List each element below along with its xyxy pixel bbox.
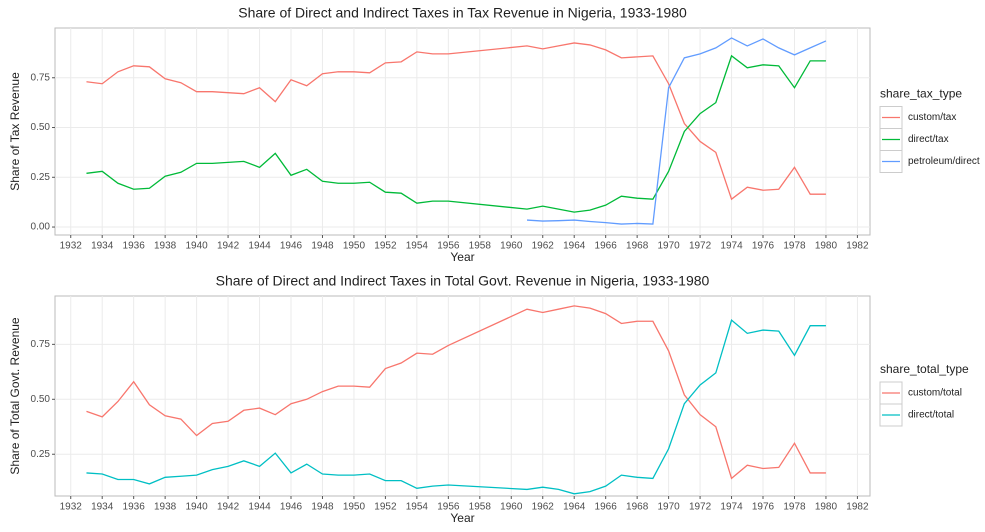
x-tick-label: 1952	[374, 241, 397, 252]
x-tick-label: 1976	[752, 241, 775, 252]
x-tick-label: 1956	[437, 502, 460, 513]
legend-label: direct/tax	[908, 134, 949, 145]
x-tick-label: 1956	[437, 241, 460, 252]
y-tick-label: 0.25	[31, 449, 51, 460]
x-tick-label: 1964	[563, 241, 586, 252]
x-tick-label: 1954	[406, 502, 429, 513]
x-tick-label: 1940	[185, 241, 208, 252]
x-axis-title: Year	[450, 250, 474, 264]
x-tick-label: 1972	[689, 502, 712, 513]
x-tick-label: 1940	[185, 502, 208, 513]
x-tick-label: 1958	[469, 502, 492, 513]
line-series	[86, 42, 826, 201]
plot-panel	[54, 27, 871, 236]
x-tick-label: 1936	[123, 241, 146, 252]
x-tick-label: 1952	[374, 502, 397, 513]
x-tick-label: 1960	[500, 241, 523, 252]
y-tick-label: 0.25	[31, 172, 51, 183]
legend-label: custom/total	[908, 388, 962, 399]
legend-label: direct/total	[908, 410, 954, 421]
legend-label: petroleum/direct	[908, 156, 980, 167]
x-tick-label: 1982	[846, 502, 869, 513]
x-tick-label: 1932	[60, 502, 83, 513]
x-axis-title: Year	[450, 511, 474, 525]
legend-title: share_total_type	[880, 362, 969, 376]
x-tick-label: 1948	[311, 502, 334, 513]
x-tick-label: 1944	[248, 502, 271, 513]
x-tick-label: 1946	[280, 241, 303, 252]
x-tick-label: 1964	[563, 502, 586, 513]
x-tick-label: 1938	[154, 241, 177, 252]
x-tick-label: 1978	[783, 241, 806, 252]
x-tick-label: 1962	[532, 241, 555, 252]
x-tick-label: 1966	[595, 241, 618, 252]
x-tick-label: 1966	[595, 502, 618, 513]
x-tick-label: 1968	[626, 502, 649, 513]
x-tick-label: 1932	[60, 241, 83, 252]
chart-title: Share of Direct and Indirect Taxes in Ta…	[238, 5, 687, 21]
legend-title: share_tax_type	[880, 87, 962, 101]
x-tick-label: 1978	[783, 502, 806, 513]
legend-label: custom/tax	[908, 112, 956, 123]
y-tick-label: 0.75	[31, 72, 51, 83]
x-tick-label: 1980	[815, 502, 838, 513]
x-tick-label: 1972	[689, 241, 712, 252]
x-tick-label: 1968	[626, 241, 649, 252]
y-tick-label: 0.50	[31, 122, 51, 133]
x-tick-label: 1950	[343, 502, 366, 513]
x-tick-label: 1936	[123, 502, 146, 513]
plot-panel	[54, 295, 871, 497]
y-tick-label: 0.00	[31, 222, 51, 233]
x-tick-label: 1950	[343, 241, 366, 252]
x-tick-label: 1974	[720, 241, 743, 252]
y-axis-title: Share of Tax Revenue	[8, 72, 22, 191]
x-tick-label: 1980	[815, 241, 838, 252]
line-series	[86, 54, 826, 213]
x-tick-label: 1970	[657, 241, 680, 252]
y-tick-label: 0.75	[31, 339, 51, 350]
line-series	[86, 305, 826, 480]
y-tick-label: 0.50	[31, 394, 51, 405]
x-tick-label: 1934	[91, 241, 114, 252]
line-series	[86, 319, 826, 495]
x-tick-label: 1976	[752, 502, 775, 513]
x-tick-label: 1962	[532, 502, 555, 513]
x-tick-label: 1934	[91, 502, 114, 513]
x-tick-label: 1970	[657, 502, 680, 513]
line-series	[526, 37, 827, 225]
x-tick-label: 1942	[217, 502, 240, 513]
x-tick-label: 1944	[248, 241, 271, 252]
x-tick-label: 1954	[406, 241, 429, 252]
x-tick-label: 1948	[311, 241, 334, 252]
x-tick-label: 1938	[154, 502, 177, 513]
x-tick-label: 1946	[280, 502, 303, 513]
chart-title: Share of Direct and Indirect Taxes in To…	[216, 273, 710, 289]
x-tick-label: 1958	[469, 241, 492, 252]
x-tick-label: 1982	[846, 241, 869, 252]
x-tick-label: 1942	[217, 241, 240, 252]
x-tick-label: 1974	[720, 502, 743, 513]
y-axis-title: Share of Total Govt. Revenue	[8, 317, 22, 475]
x-tick-label: 1960	[500, 502, 523, 513]
